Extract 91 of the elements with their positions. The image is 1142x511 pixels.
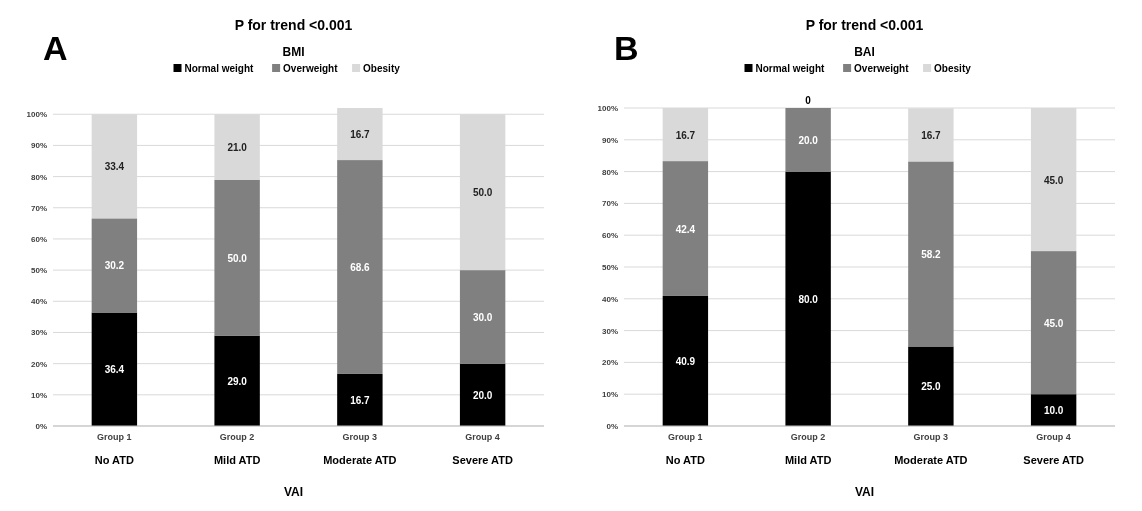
data-label: 30.0 — [472, 311, 493, 323]
data-label: 25.0 — [921, 381, 942, 393]
bar — [91, 218, 138, 313]
bar — [459, 270, 506, 364]
text: A — [43, 29, 68, 67]
data-label: 16.7 — [675, 129, 696, 141]
legend-label: Obesity — [363, 63, 401, 74]
data-label: 42.4 — [675, 223, 696, 235]
text: Severe ATD — [452, 454, 513, 466]
y-tick-label: 30% — [30, 328, 47, 338]
data-label: 20.0 — [472, 389, 493, 401]
x-axis-title: VAI — [854, 485, 875, 499]
text: Severe ATD — [1023, 454, 1084, 466]
data-label: 21.0 — [227, 141, 248, 153]
text: Moderate ATD — [894, 454, 968, 466]
data-label: 10.0 — [1043, 405, 1064, 417]
data-label: 0 — [805, 95, 812, 106]
bar — [785, 108, 831, 172]
x-axis-title: VAI — [283, 485, 304, 499]
y-tick-label: 90% — [601, 135, 618, 145]
y-tick-label: 50% — [601, 263, 618, 272]
chart-title: P for trend <0.001 — [234, 17, 353, 33]
x-tick-label: Group 2 — [790, 432, 826, 442]
y-tick-label: 70% — [601, 199, 618, 209]
x-tick-label: Group 3 — [913, 432, 949, 442]
bar — [214, 179, 260, 336]
data-label: 16.7 — [350, 394, 371, 406]
text: No ATD — [94, 454, 134, 466]
legend-label: Normal weight — [755, 63, 826, 74]
data-label: 36.4 — [104, 364, 125, 376]
y-tick-label: 100% — [26, 110, 47, 120]
data-label: 50.0 — [472, 187, 493, 199]
y-tick-label: 90% — [30, 141, 47, 151]
y-tick-label: 0% — [35, 422, 47, 431]
text: Mild ATD — [213, 454, 261, 466]
y-tick-label: 40% — [601, 294, 618, 304]
y-tick-label: 10% — [30, 390, 47, 400]
data-label: 33.4 — [104, 161, 125, 173]
y-tick-label: 100% — [597, 104, 618, 113]
data-label: 30.2 — [104, 260, 125, 272]
x-tick-label: Group 3 — [342, 432, 378, 442]
data-label: 50.0 — [227, 252, 248, 264]
bar — [785, 171, 831, 426]
y-tick-label: 60% — [601, 231, 618, 241]
y-tick-label: 60% — [30, 234, 47, 244]
y-tick-label: 40% — [30, 297, 47, 307]
text: B — [614, 29, 639, 67]
x-tick-label: Group 4 — [465, 432, 500, 442]
y-tick-label: 20% — [30, 359, 47, 369]
bar — [459, 363, 506, 426]
data-label: 58.2 — [921, 248, 942, 260]
data-label: 29.0 — [227, 375, 248, 387]
data-label: 80.0 — [798, 293, 819, 305]
chart-title: P for trend <0.001 — [805, 17, 924, 33]
chart-subtitle: BAI — [854, 45, 875, 59]
y-tick-label: 80% — [601, 167, 618, 177]
data-label: 68.6 — [350, 262, 371, 273]
bar — [908, 161, 954, 347]
y-tick-label: 80% — [30, 172, 47, 182]
bar — [1030, 251, 1077, 395]
legend-label: Normal weight — [184, 63, 255, 74]
text: No ATD — [665, 454, 705, 466]
chart-subtitle: BMI — [282, 45, 305, 59]
text: Mild ATD — [784, 454, 832, 466]
y-tick-label: 0% — [606, 422, 618, 431]
x-tick-label: Group 1 — [97, 432, 132, 442]
x-tick-label: Group 2 — [219, 432, 255, 442]
y-tick-label: 50% — [30, 266, 47, 276]
data-label: 20.0 — [798, 134, 819, 146]
x-tick-label: Group 1 — [668, 432, 703, 442]
bar — [662, 295, 709, 426]
data-label: 16.7 — [921, 129, 942, 141]
data-label: 45.0 — [1043, 317, 1064, 329]
bar — [337, 160, 383, 374]
y-tick-label: 20% — [601, 358, 618, 368]
legend-label: Overweight — [283, 63, 339, 74]
text: Moderate ATD — [323, 454, 397, 466]
y-tick-label: 10% — [601, 390, 618, 400]
bar — [91, 312, 138, 426]
bar — [214, 335, 260, 426]
x-tick-label: Group 4 — [1036, 432, 1071, 442]
legend-label: Overweight — [854, 63, 910, 74]
bar — [908, 346, 954, 426]
y-tick-label: 30% — [601, 326, 618, 336]
bar — [337, 373, 383, 426]
bar — [662, 161, 709, 296]
data-label: 40.9 — [675, 355, 696, 367]
data-label: 16.7 — [350, 129, 371, 141]
legend-label: Obesity — [934, 63, 972, 74]
y-tick-label: 70% — [30, 203, 47, 213]
data-label: 45.0 — [1043, 174, 1064, 186]
